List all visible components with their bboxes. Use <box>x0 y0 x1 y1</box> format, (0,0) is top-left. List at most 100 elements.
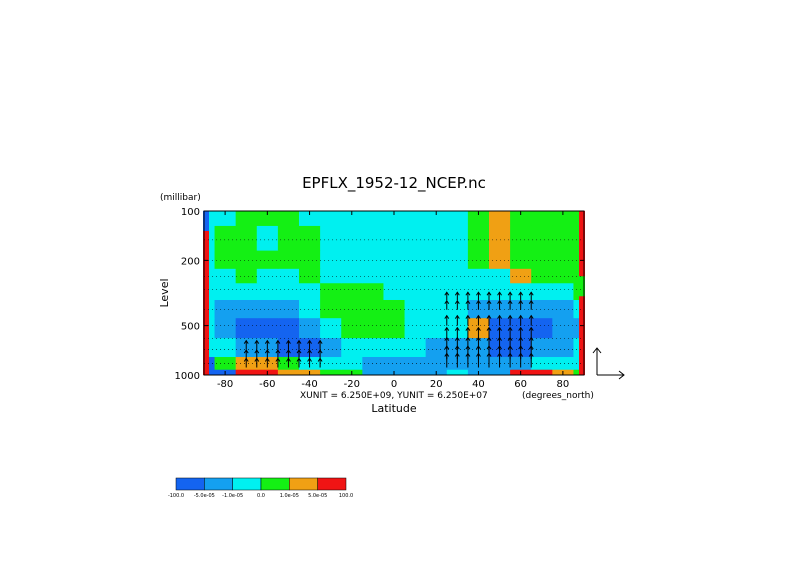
flux-vector-head <box>528 314 534 319</box>
contour-cell <box>510 268 532 284</box>
contour-cell <box>235 268 258 284</box>
flux-vector-head <box>444 314 450 319</box>
x-tick-label: -20 <box>344 379 360 390</box>
contour-cell <box>204 317 216 339</box>
contour-cell <box>235 317 258 339</box>
contour-cell <box>277 369 300 376</box>
contour-cell <box>404 356 427 370</box>
contour-cell <box>341 225 363 251</box>
contour-cell <box>467 268 490 284</box>
contour-cell <box>256 317 279 339</box>
contour-cell <box>204 369 216 376</box>
contour-cell <box>362 268 384 284</box>
contour-cell <box>573 356 585 370</box>
contour-cell <box>531 282 553 300</box>
contour-cell <box>573 299 585 319</box>
flux-vector-head <box>317 349 323 354</box>
contour-cell <box>446 369 469 376</box>
contour-cell <box>320 317 342 339</box>
flux-vector-head <box>454 299 460 305</box>
contour-cell <box>531 250 553 269</box>
x-tick-label: -40 <box>301 379 317 390</box>
contour-cell <box>277 299 300 319</box>
contour-cell <box>204 268 216 284</box>
contour-cell <box>341 299 363 319</box>
colorbar: -100.0 -5.0e-05 -1.0e-05 0.0 1.0e-05 5.0e-05 1… <box>168 477 353 499</box>
contour-cell <box>214 250 237 269</box>
contour-cell <box>552 268 574 284</box>
flux-vector-head <box>243 339 249 344</box>
x-axis-label: Latitude <box>371 402 417 415</box>
flux-vector-head <box>476 326 481 331</box>
flux-vector-head <box>444 291 450 296</box>
colorbar-swatch <box>232 477 262 491</box>
contour-cell <box>383 268 406 284</box>
plot-area <box>203 211 585 376</box>
contour-cell <box>204 282 216 300</box>
contour-cell <box>362 317 384 339</box>
contour-cell <box>299 268 321 284</box>
flux-vectors <box>243 291 534 368</box>
colorbar-label: 5.0e-05 <box>308 493 327 499</box>
contour-cell <box>320 282 342 300</box>
contour-cell <box>362 369 384 376</box>
contour-cell <box>573 211 585 226</box>
flux-vector-head <box>507 326 513 331</box>
chart-title: EPFLX_1952-12_NCEP.nc <box>302 174 486 193</box>
flux-vector-head <box>497 326 502 331</box>
flux-vector-head <box>476 299 481 305</box>
x-tick-label: 0 <box>391 379 397 390</box>
contour-cell <box>425 282 448 300</box>
colorbar-swatch <box>260 477 290 491</box>
contour-cell <box>204 211 216 226</box>
flux-vector-head <box>286 339 291 344</box>
scale-note: XUNIT = 6.250E+09, YUNIT = 6.250E+07 <box>300 391 488 401</box>
contour-cell <box>299 250 321 269</box>
contour-cell <box>362 211 384 226</box>
contour-cell <box>299 282 321 300</box>
contour-cell <box>341 337 363 358</box>
flux-vector-head <box>307 339 312 344</box>
contour-cell <box>204 299 216 319</box>
flux-vector-head <box>296 339 302 344</box>
x-tick-label: 20 <box>430 379 443 390</box>
colorbar-swatch <box>317 477 347 491</box>
contour-cell <box>446 211 469 226</box>
contour-cell <box>467 211 490 226</box>
colorbar-swatch <box>204 477 233 491</box>
flux-vector-head <box>486 299 492 305</box>
contour-cell <box>531 211 553 226</box>
flux-vector-head <box>518 291 524 296</box>
contour-cell <box>489 250 511 269</box>
contour-cell <box>256 225 279 251</box>
contour-cell <box>235 369 258 376</box>
contour-cell <box>277 317 300 339</box>
contour-cell <box>425 299 448 319</box>
contour-cell <box>320 211 342 226</box>
flux-vector-head <box>528 291 534 296</box>
contour-cell <box>383 299 406 319</box>
contour-cell <box>425 211 448 226</box>
contour-cell <box>531 268 553 284</box>
contour-cell <box>489 282 511 300</box>
contour-cell <box>214 211 237 226</box>
flux-vector-head <box>518 326 524 331</box>
contour-cell <box>256 282 279 300</box>
contour-cell <box>510 282 532 300</box>
edge-bar-left-top <box>203 211 209 231</box>
flux-vector-head <box>275 339 281 344</box>
contour-cell <box>362 356 384 370</box>
contour-cell <box>277 211 300 226</box>
contour-cell <box>362 282 384 300</box>
contour-cell <box>573 225 585 251</box>
contour-cell <box>204 337 216 358</box>
x-tick-label: -80 <box>217 379 233 390</box>
contour-cell <box>552 282 574 300</box>
contour-cell <box>299 299 321 319</box>
x-ticks: -80 -60 -40 -20 0 20 40 60 80 <box>217 211 569 390</box>
vector-reference-key <box>592 347 625 380</box>
contour-cell <box>425 268 448 284</box>
contour-cell <box>467 225 490 251</box>
contour-cell <box>467 282 490 300</box>
